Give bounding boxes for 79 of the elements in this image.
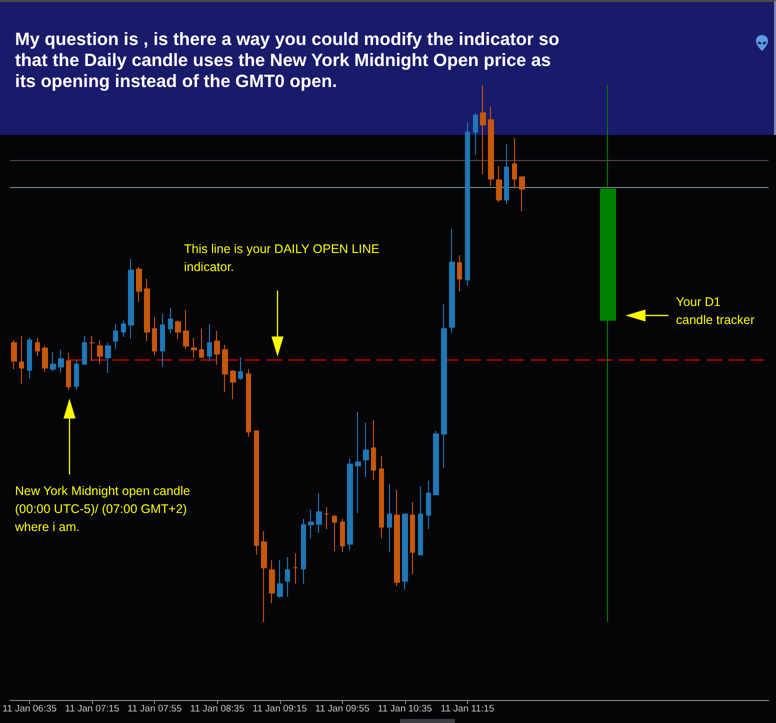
candlestick — [277, 560, 283, 598]
candlestick — [50, 351, 56, 372]
candlestick — [35, 337, 40, 357]
candlestick — [183, 310, 189, 350]
candlestick — [160, 313, 165, 368]
candlestick — [387, 483, 392, 553]
candlestick — [504, 144, 509, 205]
candlestick — [152, 316, 157, 356]
candlestick — [175, 320, 181, 340]
candlestick — [89, 335, 95, 362]
candlestick — [441, 304, 447, 468]
x-tick-label: 11 Jan 09:55 — [315, 704, 370, 714]
candlestick — [121, 320, 126, 338]
candlestick — [113, 323, 118, 350]
candlestick — [488, 106, 494, 186]
candlestick — [168, 307, 173, 334]
candlestick — [332, 514, 337, 552]
candlestick — [42, 345, 48, 372]
x-tick-label: 11 Jan 11:15 — [440, 704, 494, 714]
candlestick — [512, 138, 517, 189]
candlestick — [371, 420, 376, 481]
candlestick — [355, 412, 361, 514]
annotation: This line is your DAILY OPEN LINE indicator. — [184, 241, 380, 276]
candlestick — [394, 489, 400, 587]
x-tick-label: 11 Jan 06:35 — [2, 704, 57, 714]
candlestick — [238, 356, 243, 380]
candlestick — [600, 84, 616, 622]
candlestick — [324, 506, 329, 530]
candlestick — [269, 560, 275, 604]
candlestick — [285, 556, 290, 598]
candlestick — [230, 370, 236, 400]
candlestick — [293, 552, 298, 584]
candlestick — [222, 344, 228, 393]
candlestick — [519, 176, 525, 212]
candlestick — [457, 254, 462, 292]
chart-title: My question is , is there a way you could modify the indicator so that the Daily candle uses the New York Midnight Open price as its opening instead of the GMT0 open. — [15, 29, 560, 92]
candlestick — [410, 502, 415, 575]
candlestick — [97, 340, 103, 365]
candlestick — [363, 422, 369, 478]
candlestick — [301, 518, 306, 584]
candlestick — [27, 337, 32, 380]
candlestick — [136, 266, 142, 302]
candlestick — [19, 335, 24, 385]
candlestick — [144, 278, 150, 342]
candlestick — [74, 359, 79, 391]
candlestick — [207, 323, 212, 362]
candlestick — [426, 480, 431, 530]
candlestick — [347, 458, 353, 551]
annotation: Your D1 candle tracker — [676, 294, 755, 329]
candlestick — [105, 342, 111, 374]
candlestick — [11, 340, 17, 370]
candlestick — [473, 112, 478, 156]
candlestick — [58, 349, 64, 374]
candlestick — [465, 122, 470, 286]
candlestick — [433, 430, 439, 496]
candlestick — [418, 486, 423, 556]
candlestick — [191, 337, 197, 358]
annotation: New York Midnight open candle (00:00 UTC-5)/ (07:00 GMT+2) where i am. — [15, 483, 190, 536]
x-tick-label: 11 Jan 07:15 — [64, 704, 120, 714]
candlestick — [199, 328, 204, 358]
x-tick-label: 11 Jan 09:15 — [252, 704, 307, 714]
candlestick — [246, 368, 251, 438]
candlestick — [66, 352, 71, 391]
candlestick — [82, 335, 87, 366]
x-tick-label: 11 Jan 08:35 — [190, 704, 244, 714]
candlestick — [402, 514, 408, 590]
candlestick — [496, 166, 502, 203]
candlestick — [379, 456, 384, 539]
x-tick-label: 11 Jan 10:35 — [378, 704, 432, 714]
candlestick — [128, 258, 134, 340]
candlestick — [340, 518, 345, 553]
candlestick — [214, 330, 220, 366]
candlestick — [480, 84, 486, 175]
candlestick — [308, 509, 314, 539]
candlestick — [316, 492, 322, 534]
candlestick — [254, 430, 259, 556]
x-tick-label: 11 Jan 07:55 — [128, 704, 182, 714]
candlestick — [449, 228, 455, 334]
candlestick — [261, 530, 267, 622]
